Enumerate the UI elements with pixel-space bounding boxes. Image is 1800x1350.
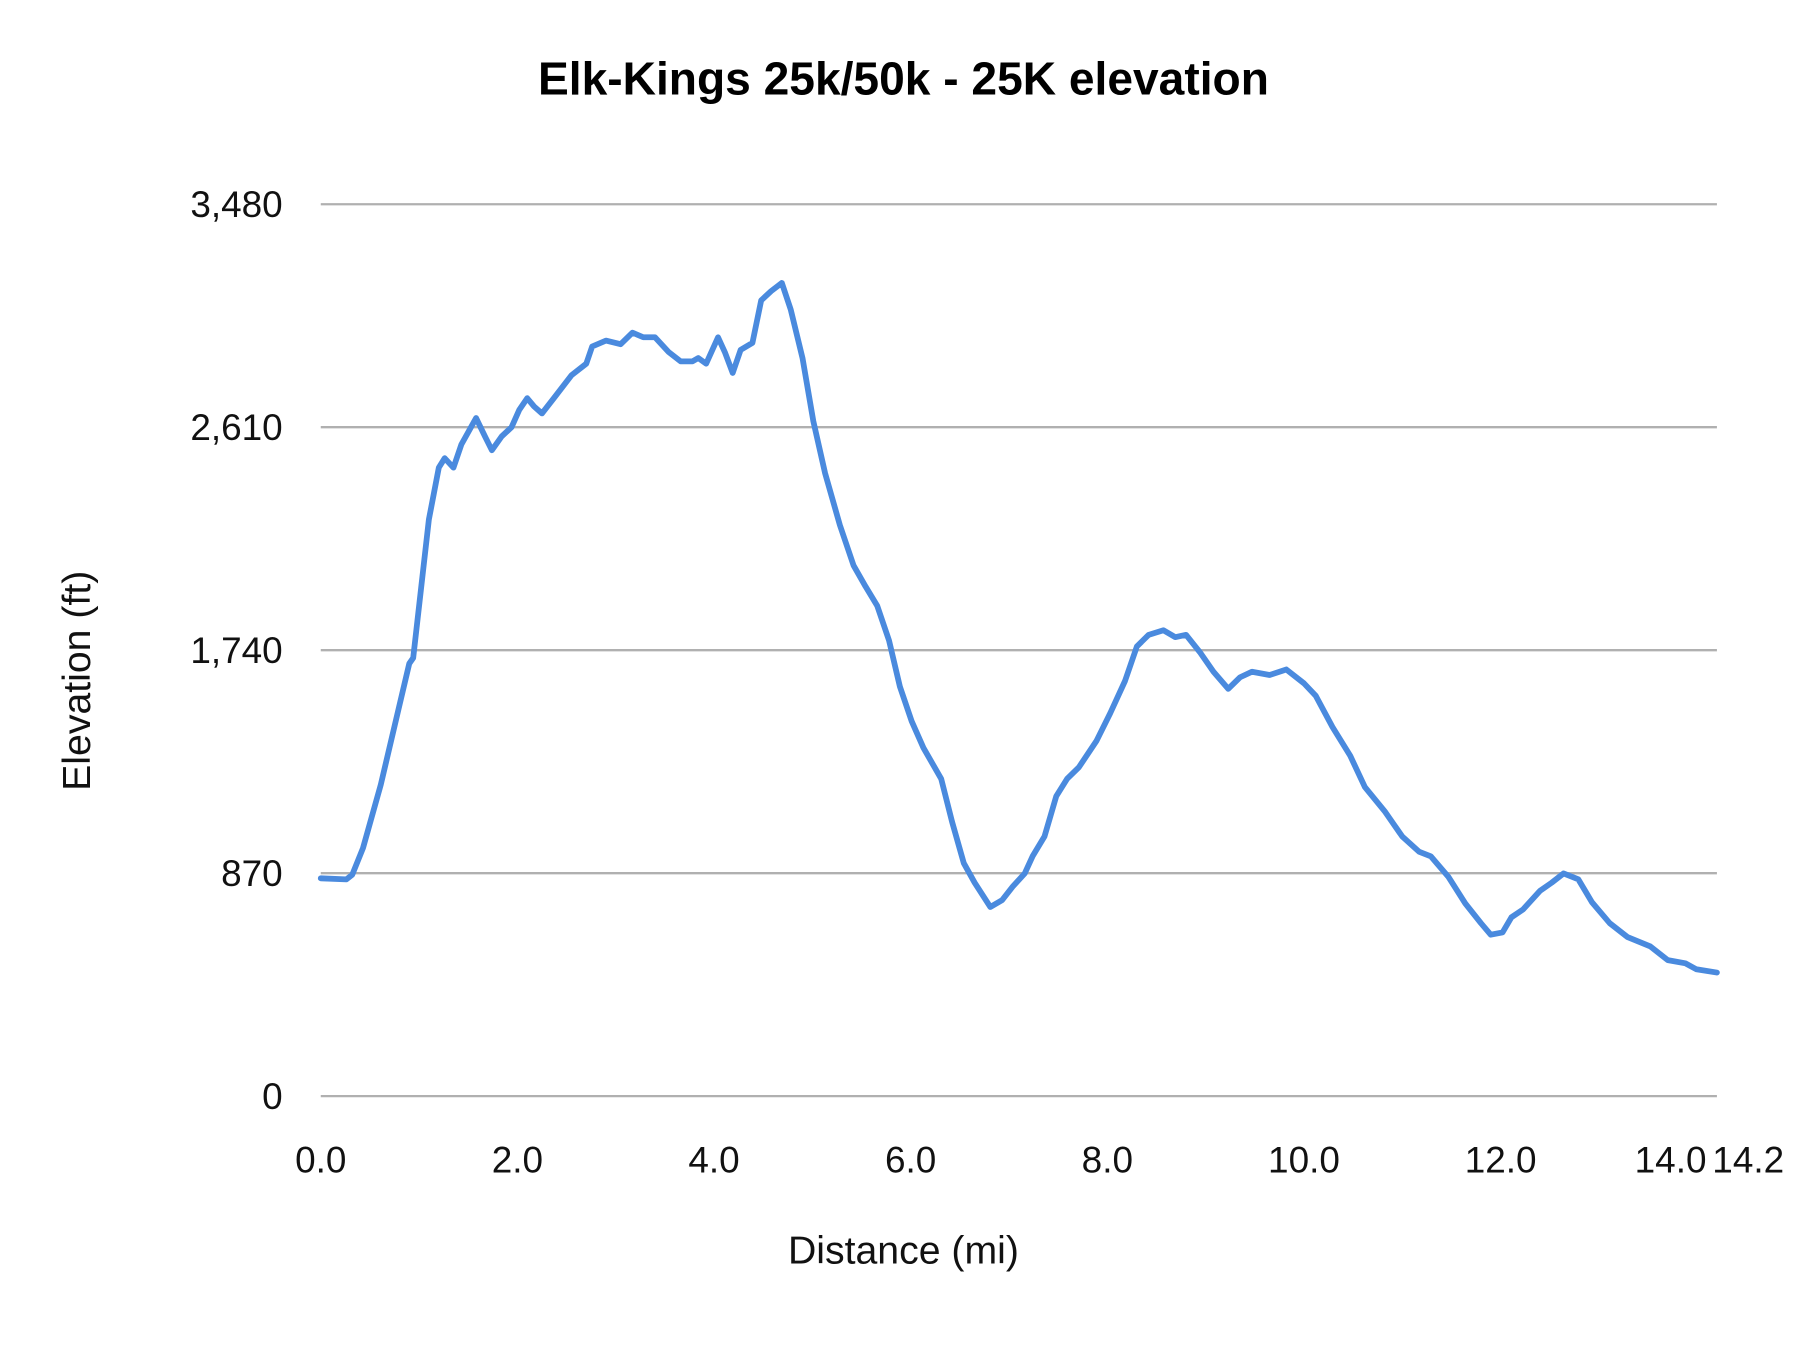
y-tick-label: 870 [221, 853, 283, 894]
x-axis-ticks: 0.0 2.0 4.0 6.0 8.0 10.0 12.0 14.0 14.2 [295, 1139, 1784, 1180]
x-tick-label: 2.0 [492, 1139, 543, 1180]
y-tick-label: 2,610 [190, 407, 282, 448]
x-tick-label: 10.0 [1268, 1139, 1340, 1180]
x-tick-label: 0.0 [295, 1139, 346, 1180]
chart-title: Elk-Kings 25k/50k - 25K elevation [538, 53, 1269, 105]
y-tick-label: 0 [262, 1076, 283, 1117]
y-axis-ticks: 0 870 1,740 2,610 3,480 [190, 184, 282, 1117]
x-tick-label: 8.0 [1082, 1139, 1133, 1180]
x-tick-label: 14.2 [1712, 1139, 1784, 1180]
y-tick-label: 1,740 [190, 630, 282, 671]
elevation-series-line [317, 280, 1720, 976]
y-axis-label: Elevation (ft) [55, 571, 99, 791]
x-tick-label: 4.0 [688, 1139, 739, 1180]
x-tick-label: 14.0 [1635, 1139, 1707, 1180]
y-tick-label: 3,480 [190, 184, 282, 225]
x-tick-label: 6.0 [885, 1139, 936, 1180]
x-tick-label: 12.0 [1465, 1139, 1537, 1180]
gridlines [320, 203, 1717, 1098]
x-axis-label: Distance (mi) [788, 1228, 1019, 1272]
